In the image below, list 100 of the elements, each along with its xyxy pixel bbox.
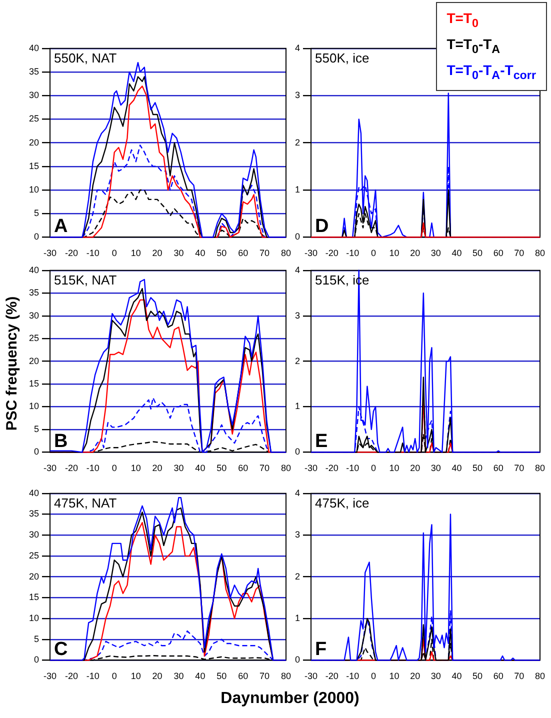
x-tick-label: 30 [430, 248, 441, 258]
x-tick-label: 80 [534, 248, 545, 258]
x-tick-label: 40 [195, 248, 206, 258]
y-tick-label: 0 [34, 654, 40, 665]
x-tick-label: 80 [280, 248, 291, 258]
x-tick-label: -20 [325, 671, 338, 682]
y-tick-label: 30 [28, 310, 40, 320]
y-tick-label: 3 [294, 310, 300, 320]
x-tick-label: -20 [64, 671, 78, 682]
x-tick-label: -10 [86, 463, 100, 474]
x-tick-label: 50 [472, 671, 483, 682]
x-tick-label: 30 [174, 463, 184, 474]
x-tick-label: 50 [472, 248, 483, 258]
x-tick-label: -20 [64, 463, 78, 474]
x-tick-label: 70 [260, 463, 270, 474]
x-tick-label: 80 [280, 463, 291, 474]
y-tick-label: 5 [34, 208, 40, 218]
x-tick-label: 70 [260, 248, 270, 258]
y-tick-label: 4 [294, 264, 300, 275]
annotation: D [315, 216, 329, 237]
y-tick-label: 0 [294, 654, 300, 665]
x-tick-label: 60 [238, 671, 248, 682]
x-tick-label: -20 [64, 248, 78, 258]
x-tick-label: 10 [389, 463, 400, 474]
y-tick-label: 1 [294, 184, 300, 194]
x-tick-label: 30 [430, 463, 441, 474]
y-tick-label: 3 [294, 90, 300, 100]
x-tick-label: 30 [174, 248, 184, 258]
annotation: 550K, ice [315, 50, 370, 66]
y-tick-label: 20 [28, 356, 40, 366]
y-tick-label: 5 [34, 424, 40, 434]
y-tick-label: 30 [28, 530, 40, 540]
x-tick-label: -30 [44, 671, 57, 682]
x-tick-label: 0 [370, 248, 376, 258]
x-tick-label: 50 [216, 463, 227, 474]
y-tick-label: 20 [28, 137, 40, 148]
x-tick-label: -30 [304, 671, 318, 682]
x-tick-label: 40 [195, 671, 206, 682]
x-tick-label: 80 [534, 671, 545, 682]
y-tick-label: 40 [28, 42, 40, 53]
y-tick-label: 0 [34, 232, 40, 242]
y-tick-label: 1 [294, 401, 300, 412]
x-tick-label: 0 [112, 248, 117, 258]
x-axis-title: Daynumber (2000) [220, 690, 360, 708]
annotation: 475K, ice [315, 495, 370, 510]
y-tick-label: 2 [294, 356, 300, 366]
x-tick-label: 10 [130, 671, 141, 682]
x-tick-label: 80 [280, 671, 291, 682]
x-tick-label: 10 [130, 463, 141, 474]
y-tick-label: 10 [28, 184, 40, 194]
x-tick-label: -10 [346, 248, 360, 258]
x-tick-label: 70 [514, 671, 524, 682]
x-tick-label: 0 [370, 463, 376, 474]
y-tick-label: 5 [34, 634, 40, 644]
y-tick-label: 10 [28, 401, 40, 412]
x-tick-label: 10 [130, 248, 141, 258]
x-tick-label: -30 [304, 463, 318, 474]
y-tick-label: 4 [294, 488, 300, 498]
x-tick-label: 60 [493, 463, 504, 474]
x-tick-label: 0 [112, 463, 117, 474]
x-tick-label: 0 [370, 671, 376, 682]
y-tick-label: 30 [28, 90, 40, 100]
annotation: B [54, 430, 68, 452]
x-tick-label: 20 [410, 463, 420, 474]
x-tick-label: 60 [493, 671, 504, 682]
y-tick-label: 15 [28, 378, 40, 389]
x-tick-label: 50 [472, 463, 483, 474]
annotation: 515K, NAT [54, 272, 117, 288]
y-tick-label: 4 [294, 42, 300, 53]
x-tick-label: 10 [389, 248, 400, 258]
annotation: E [315, 430, 328, 452]
y-tick-label: 25 [28, 550, 40, 560]
text: T=T$_{0}$ [446, 9, 480, 32]
x-tick-label: -10 [346, 671, 360, 682]
x-tick-label: 20 [410, 248, 420, 258]
annotation: A [54, 216, 68, 237]
x-tick-label: -30 [304, 248, 318, 258]
y-tick-label: 15 [28, 160, 40, 171]
x-tick-label: -10 [346, 463, 360, 474]
annotation: F [315, 638, 327, 660]
y-axis-title: PSC frequency (%) [4, 295, 20, 433]
x-tick-label: -10 [86, 248, 100, 258]
x-tick-label: 60 [238, 248, 248, 258]
x-tick-label: 50 [216, 248, 227, 258]
x-tick-label: 70 [514, 463, 524, 474]
x-tick-label: 40 [452, 671, 462, 682]
x-tick-label: 50 [216, 671, 227, 682]
y-tick-label: 25 [28, 114, 40, 124]
x-tick-label: 20 [152, 671, 162, 682]
x-tick-label: 0 [112, 671, 117, 682]
x-tick-label: -10 [86, 671, 100, 682]
x-tick-label: 30 [174, 671, 184, 682]
text: T=T$_{0}$-T$_{A}$ [446, 34, 502, 58]
x-tick-label: -20 [325, 248, 338, 258]
x-tick-label: 40 [195, 463, 206, 474]
x-tick-label: 30 [430, 671, 441, 682]
y-tick-label: 35 [28, 288, 40, 298]
y-tick-label: 15 [28, 592, 40, 602]
y-tick-label: 0 [34, 446, 40, 457]
y-tick-label: 0 [294, 446, 300, 457]
